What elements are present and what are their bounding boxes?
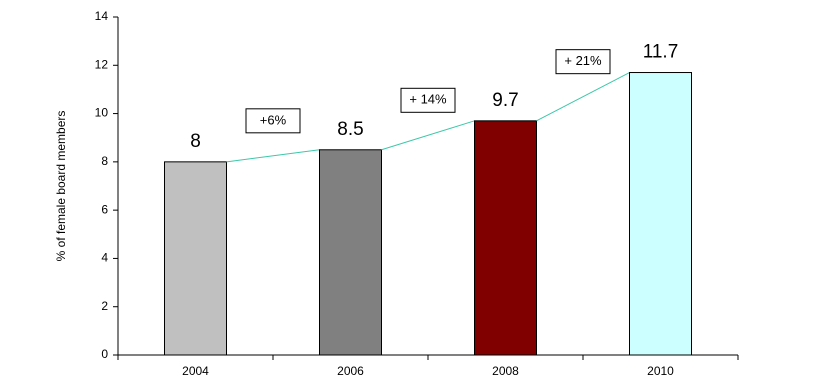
trend-line	[536, 72, 630, 122]
value-label: 8.5	[337, 119, 363, 140]
x-tick-label: 2004	[182, 364, 209, 378]
bar	[474, 120, 537, 356]
y-tick-label: 8	[101, 154, 108, 168]
value-label: 11.7	[643, 42, 679, 63]
y-tick-label: 14	[95, 9, 109, 23]
y-tick-label: 12	[95, 57, 109, 71]
y-tick-label: 6	[101, 202, 108, 216]
x-tick-label: 2010	[647, 364, 674, 378]
trend-line	[381, 120, 475, 151]
annotation-box	[555, 49, 611, 75]
bar	[629, 72, 692, 356]
y-tick-label: 2	[101, 299, 108, 313]
annotation-box	[400, 87, 456, 113]
trend-line	[226, 149, 320, 163]
annotation: +6%	[260, 112, 287, 127]
annotation-box	[245, 108, 301, 134]
x-tick-label: 2006	[337, 364, 364, 378]
y-tick-label: 4	[101, 251, 108, 265]
y-tick-label: 0	[101, 347, 108, 361]
annotation: + 14%	[409, 92, 447, 107]
x-tick-label: 2008	[492, 364, 519, 378]
value-label: 8	[190, 131, 201, 152]
annotation: + 21%	[564, 53, 602, 68]
bar	[319, 149, 382, 356]
bar	[164, 161, 227, 356]
y-axis-label: % of female board members	[54, 111, 68, 262]
value-label: 9.7	[492, 90, 518, 111]
y-tick-label: 10	[95, 106, 109, 120]
